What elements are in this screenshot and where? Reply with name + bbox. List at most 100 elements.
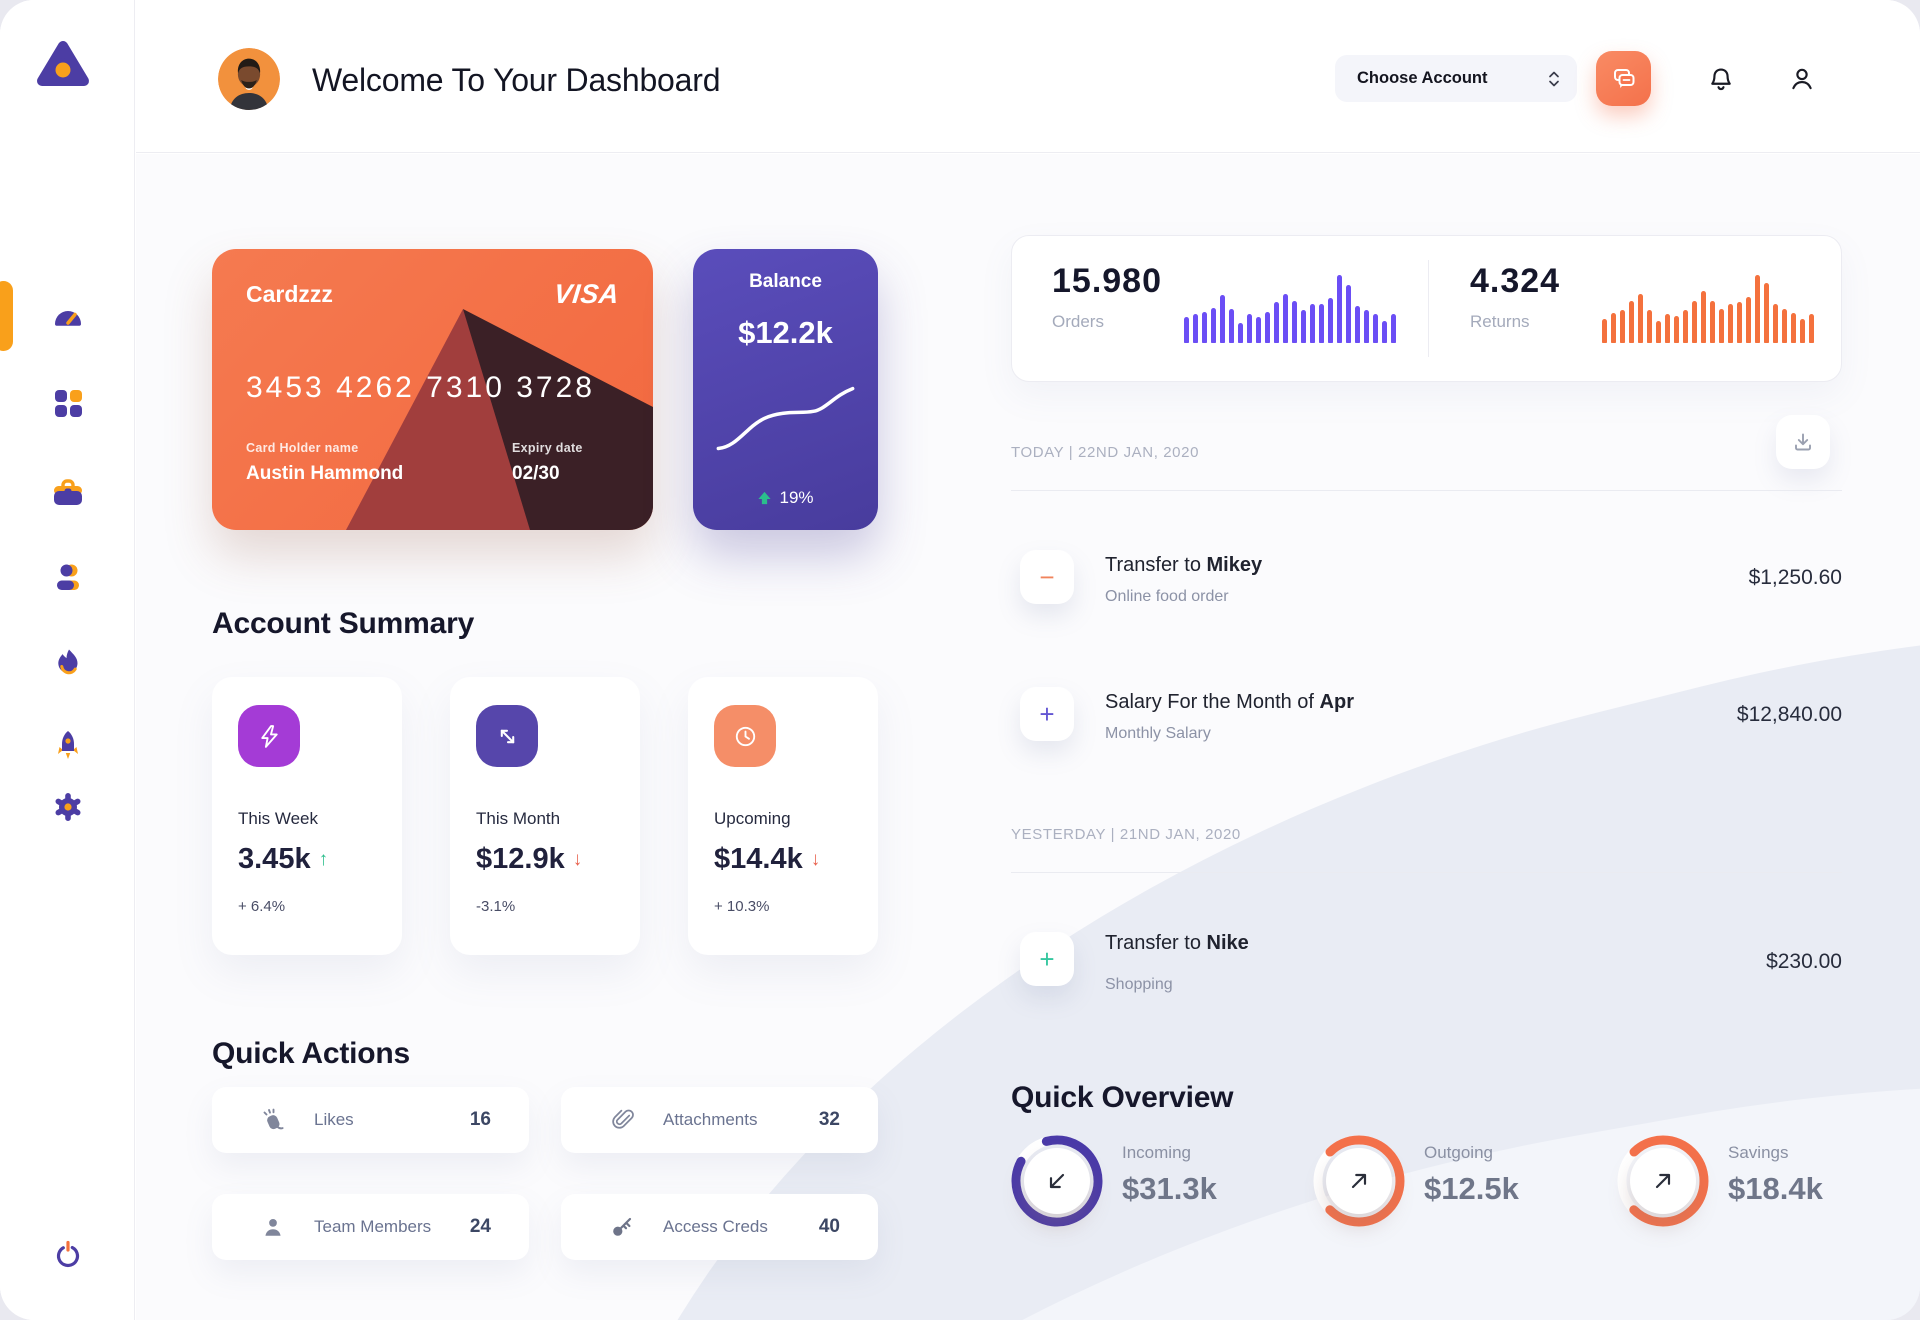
summary-label: This Week bbox=[238, 809, 318, 828]
quick-action-attachments[interactable]: Attachments 32 bbox=[561, 1087, 878, 1153]
summary-value: $14.4k ↓ bbox=[714, 843, 821, 875]
profile-button[interactable] bbox=[1787, 64, 1817, 94]
sidebar-item-dashboard[interactable] bbox=[0, 284, 135, 348]
card-holder-name: Austin Hammond bbox=[246, 463, 404, 484]
grid-icon bbox=[54, 390, 82, 417]
summary-card-this-week: This Week 3.45k ↑ + 6.4% bbox=[212, 677, 402, 955]
arrow-down-left-icon bbox=[1049, 1173, 1065, 1189]
arrow-up-right-icon bbox=[1351, 1173, 1367, 1189]
notifications-button[interactable] bbox=[1706, 64, 1736, 94]
quick-action-label: Likes bbox=[314, 1110, 354, 1129]
transaction-amount: $230.00 bbox=[1766, 950, 1842, 973]
sidebar-item-team[interactable] bbox=[0, 545, 135, 609]
download-button[interactable] bbox=[1776, 415, 1830, 469]
sidebar-item-activity[interactable] bbox=[0, 631, 135, 695]
sidebar-item-apps[interactable] bbox=[0, 371, 135, 435]
credit-card: Cardzzz VISA 3453 4262 7310 3728 Card Ho… bbox=[212, 249, 653, 530]
transaction-title: Salary For the Month of Apr bbox=[1105, 691, 1354, 713]
summary-value: $12.9k ↓ bbox=[476, 843, 583, 875]
transaction-amount: $12,840.00 bbox=[1736, 703, 1842, 726]
overview-value: $31.3k bbox=[1122, 1171, 1217, 1206]
minus-icon: − bbox=[1020, 550, 1074, 604]
card-expiry: 02/30 bbox=[512, 463, 560, 484]
overview-label: Outgoing bbox=[1424, 1143, 1493, 1162]
sidebar-item-settings[interactable] bbox=[0, 775, 135, 839]
summary-delta: -3.1% bbox=[476, 898, 516, 915]
balance-amount: $12.2k bbox=[738, 315, 833, 350]
outgoing-ring bbox=[1309, 1131, 1409, 1231]
quick-action-team-members[interactable]: Team Members 24 bbox=[212, 1194, 529, 1260]
transaction-row-nike[interactable]: + Transfer to Nike Shopping $230.00 bbox=[1011, 926, 1842, 993]
avatar[interactable] bbox=[218, 48, 280, 110]
card-expiry-label: Expiry date bbox=[512, 441, 583, 455]
bell-icon bbox=[1711, 68, 1731, 91]
account-dropdown[interactable]: Choose Account bbox=[1335, 55, 1577, 102]
orders-sparkline bbox=[1184, 275, 1396, 343]
transactions-date-yesterday: YESTERDAY | 21ND JAN, 2020 bbox=[1011, 826, 1241, 843]
chat-button[interactable] bbox=[1596, 51, 1651, 106]
trend-arrow-icon: ↓ bbox=[810, 848, 821, 870]
returns-value: 4.324 bbox=[1470, 262, 1561, 300]
power-icon bbox=[56, 1240, 79, 1268]
visa-logo: VISA bbox=[552, 279, 621, 309]
summary-delta: + 6.4% bbox=[238, 898, 286, 915]
divider bbox=[1011, 872, 1842, 873]
quick-action-access-creds[interactable]: Access Creds 40 bbox=[561, 1194, 878, 1260]
trend-arrow-icon: ↑ bbox=[318, 848, 329, 870]
overview-value: $18.4k bbox=[1728, 1171, 1823, 1206]
balance-label: Balance bbox=[749, 271, 822, 292]
summary-label: Upcoming bbox=[714, 809, 791, 828]
quick-action-count: 32 bbox=[818, 1109, 840, 1130]
person-icon bbox=[1792, 68, 1812, 90]
balance-change: 19% bbox=[693, 488, 878, 508]
overview-label: Savings bbox=[1728, 1143, 1789, 1162]
card-label: Cardzzz bbox=[246, 281, 333, 307]
speedometer-icon bbox=[54, 311, 81, 326]
summary-value: 3.45k ↑ bbox=[238, 843, 329, 875]
balance-trend-chart bbox=[716, 386, 855, 451]
clock-icon bbox=[714, 705, 776, 767]
account-dropdown-label: Choose Account bbox=[1357, 69, 1488, 87]
overview-label: Incoming bbox=[1122, 1143, 1191, 1162]
summary-card-this-month: This Month $12.9k ↓ -3.1% bbox=[450, 677, 640, 955]
transactions-date-today: TODAY | 22ND JAN, 2020 bbox=[1011, 444, 1200, 461]
sidebar-item-launch[interactable] bbox=[0, 713, 135, 777]
card-number: 3453 4262 7310 3728 bbox=[246, 371, 595, 404]
transaction-row-mikey[interactable]: − Transfer to Mikey Online food order $1… bbox=[1011, 550, 1842, 612]
stats-card: 15.980 Orders 4.324 Returns bbox=[1011, 235, 1842, 382]
transaction-row-salary[interactable]: + Salary For the Month of Apr Monthly Sa… bbox=[1011, 687, 1842, 749]
sidebar-item-projects[interactable] bbox=[0, 461, 135, 525]
orders-value: 15.980 bbox=[1052, 262, 1162, 300]
diagonal-arrows-icon bbox=[476, 705, 538, 767]
chevron-updown-icon bbox=[1549, 71, 1559, 86]
transaction-amount: $1,250.60 bbox=[1748, 566, 1842, 589]
page-title: Welcome To Your Dashboard bbox=[312, 62, 721, 98]
card-holder-label: Card Holder name bbox=[246, 441, 359, 455]
overview-value: $12.5k bbox=[1424, 1171, 1519, 1206]
incoming-ring bbox=[1007, 1131, 1107, 1231]
clap-icon bbox=[258, 1106, 288, 1134]
balance-card: Balance $12.2k 19% bbox=[693, 249, 878, 530]
app-logo[interactable] bbox=[32, 34, 94, 96]
triangle-logo-icon bbox=[37, 41, 89, 86]
quick-action-label: Attachments bbox=[663, 1110, 758, 1129]
stats-divider bbox=[1428, 260, 1429, 357]
quick-actions-title: Quick Actions bbox=[212, 1036, 410, 1070]
returns-sparkline bbox=[1602, 275, 1814, 343]
key-icon bbox=[607, 1214, 637, 1240]
quick-action-likes[interactable]: Likes 16 bbox=[212, 1087, 529, 1153]
gear-icon bbox=[55, 793, 80, 821]
overview-incoming: Incoming $31.3k bbox=[1007, 1131, 1307, 1231]
summary-card-upcoming: Upcoming $14.4k ↓ + 10.3% bbox=[688, 677, 878, 955]
person-icon bbox=[258, 1215, 288, 1239]
plus-icon: + bbox=[1020, 687, 1074, 741]
main-content: Cardzzz VISA 3453 4262 7310 3728 Card Ho… bbox=[136, 154, 1920, 1320]
quick-action-label: Access Creds bbox=[663, 1217, 768, 1236]
card-triangle-art bbox=[346, 309, 653, 530]
divider bbox=[1011, 490, 1842, 491]
sidebar bbox=[0, 0, 135, 1320]
returns-label: Returns bbox=[1470, 312, 1530, 331]
summary-label: This Month bbox=[476, 809, 561, 828]
logout-button[interactable] bbox=[0, 1222, 135, 1286]
